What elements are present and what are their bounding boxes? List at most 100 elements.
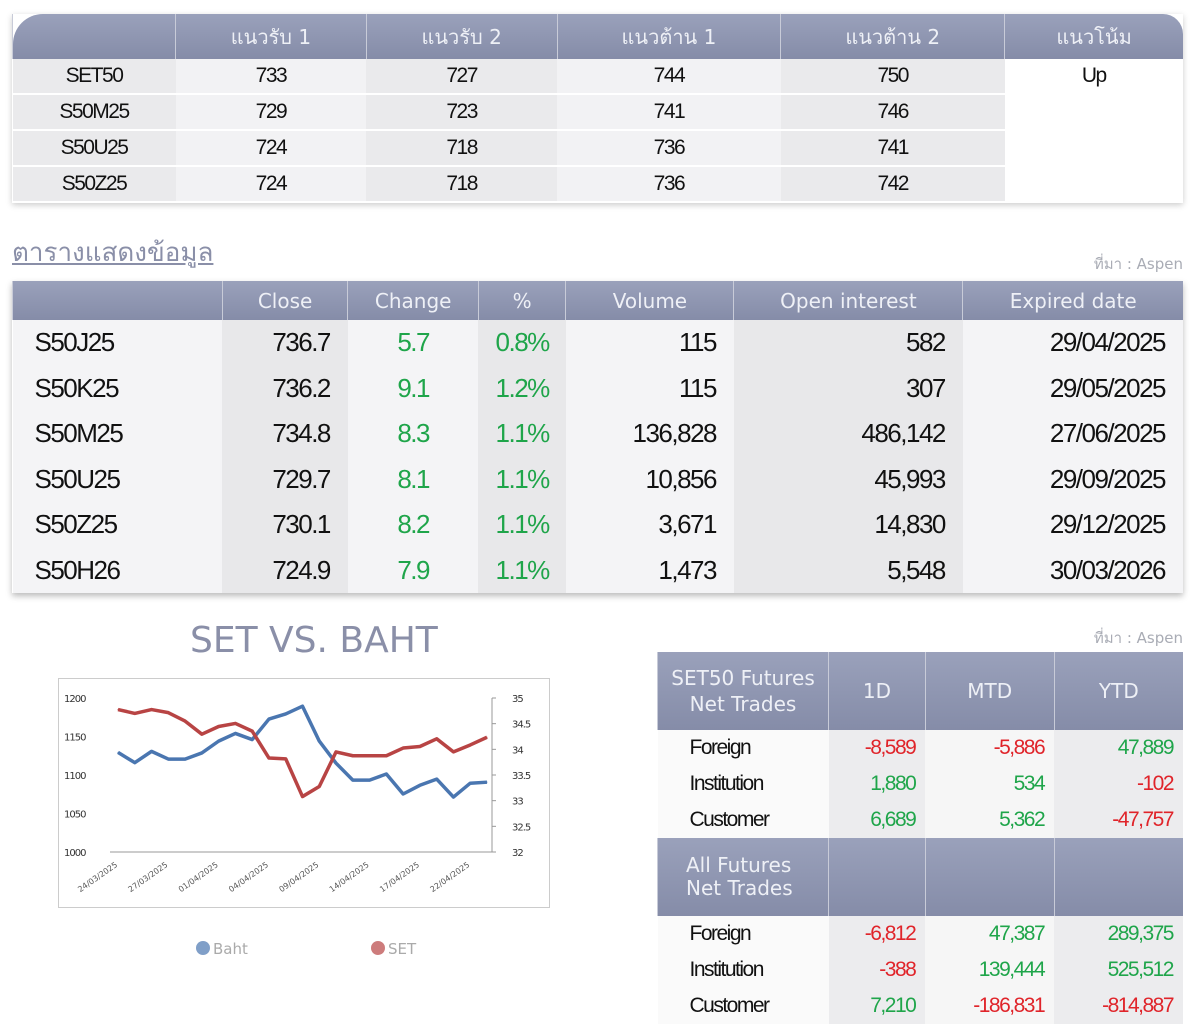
series-line-set [117, 707, 488, 799]
net-cell: -5,886 [925, 730, 1055, 766]
net-cell: 1,880 [828, 766, 926, 802]
table-row: S50K25 736.2 9.1 1.2% 115 307 29/05/2025 [12, 365, 1183, 411]
data-cell: 9.1 [347, 365, 479, 411]
data-cell: 10,856 [565, 456, 734, 502]
levels-cell: 729 [175, 94, 367, 131]
data-point-baht [285, 713, 287, 715]
data-point-baht [469, 782, 471, 784]
data-cell: 115 [565, 365, 734, 411]
levels-cell: 736 [557, 130, 781, 167]
data-cell: S50Z25 [12, 502, 223, 548]
table-row: S50U25 729.7 8.1 1.1% 10,856 45,993 29/09/2025 [12, 456, 1183, 502]
y-right-tick: 34 [512, 745, 523, 756]
legend-label: SET [388, 940, 417, 958]
data-point-baht [369, 779, 371, 781]
net-cell: Institution [657, 766, 829, 802]
net-cell: 47,889 [1054, 730, 1183, 766]
data-cell: 1.1% [478, 547, 566, 593]
levels-cell: 741 [557, 94, 781, 131]
data-point-set [369, 755, 371, 757]
data-point-set [335, 751, 337, 753]
data-cell: 736.2 [222, 365, 348, 411]
levels-cell: S50M25 [12, 94, 176, 131]
table-row: S50M25 729 723 741 746 [12, 94, 1184, 131]
data-point-baht [201, 752, 203, 754]
legend-marker [371, 941, 385, 955]
support-resistance-table: แนวรับ 1 แนวรับ 2 แนวต้าน 1 แนวต้าน 2 แนวโน้… [11, 14, 1184, 203]
levels-header: แนวโน้ม [1004, 14, 1183, 59]
data-cell: 29/12/2025 [962, 502, 1183, 548]
table-row: Institution 1,880 534 -102 [657, 766, 1183, 802]
table-row: S50J25 736.7 5.7 0.8% 115 582 29/04/2025 [12, 320, 1183, 366]
levels-cell: 742 [780, 166, 1005, 203]
net-cell: 6,689 [828, 802, 926, 838]
data-point-set [352, 755, 354, 757]
data-point-baht [167, 758, 169, 760]
x-tick-label: 27/03/2025 [127, 860, 170, 894]
data-cell: 0.8% [478, 320, 566, 366]
data-cell: 115 [565, 320, 734, 366]
data-cell: 136,828 [565, 411, 734, 457]
set-vs-baht-chart: 1200 1150 1100 1050 1000 35 34.5 34 33.5 33 32.5 32… [64, 694, 532, 958]
data-cell: 14,830 [733, 502, 963, 548]
levels-cell: 718 [366, 130, 558, 167]
data-point-set [436, 738, 438, 740]
y-right-tick: 35 [512, 694, 523, 705]
data-header: Volume [565, 281, 734, 320]
data-point-set [419, 746, 421, 748]
data-point-baht [151, 750, 153, 752]
data-cell: S50J25 [12, 320, 223, 366]
data-cell: 582 [733, 320, 963, 366]
levels-cell: 750 [780, 59, 1005, 95]
levels-header: แนวรับ 1 [175, 14, 367, 59]
series-line-baht [117, 704, 488, 799]
table-row: Foreign -8,589 -5,886 47,889 [657, 730, 1183, 766]
legend-marker [196, 941, 210, 955]
levels-cell: 736 [557, 166, 781, 203]
data-cell: 45,993 [733, 456, 963, 502]
data-point-baht [218, 740, 220, 742]
data-cell: 29/05/2025 [962, 365, 1183, 411]
net-cell: 534 [925, 766, 1055, 802]
data-header: Expired date [962, 281, 1183, 320]
net-cell: -186,831 [925, 988, 1055, 1024]
data-point-baht [335, 762, 337, 764]
data-point-set [167, 712, 169, 714]
y-right-tick: 32.5 [512, 822, 531, 833]
data-point-set [201, 733, 203, 735]
data-point-set [486, 736, 488, 738]
data-cell: 30/03/2026 [962, 547, 1183, 593]
levels-header [11, 14, 176, 59]
levels-cell: 723 [366, 94, 558, 131]
y-left-tick: 1100 [64, 771, 86, 782]
data-cell: 3,671 [565, 502, 734, 548]
data-point-baht [385, 773, 387, 775]
data-cell: S50H26 [12, 547, 223, 593]
x-tick-label: 04/04/2025 [227, 860, 270, 894]
data-header: Change [347, 281, 479, 320]
net-cell: -47,757 [1054, 802, 1183, 838]
data-point-set [184, 720, 186, 722]
data-point-baht [352, 779, 354, 781]
data-cell: 8.1 [347, 456, 479, 502]
x-tick-label: 24/03/2025 [76, 860, 119, 894]
data-point-set [385, 755, 387, 757]
data-header: % [477, 281, 566, 320]
levels-cell: 744 [557, 59, 781, 95]
levels-cell: 724 [175, 130, 367, 167]
net-cell: -8,589 [828, 730, 926, 766]
net-cell: 289,375 [1054, 916, 1183, 952]
table-row: S50M25 734.8 8.3 1.1% 136,828 486,142 27/06/20… [12, 411, 1183, 457]
levels-cell: 741 [780, 130, 1005, 167]
x-tick-label: 01/04/2025 [177, 860, 220, 894]
data-cell: 8.3 [347, 411, 479, 457]
table-row: S50Z25 724 718 736 742 [12, 166, 1184, 203]
net-header: YTD [1053, 652, 1183, 730]
data-point-set [318, 786, 320, 788]
table-row: S50Z25 730.1 8.2 1.1% 3,671 14,830 29/12/2025 [12, 502, 1183, 548]
data-cell: 8.2 [347, 502, 479, 548]
levels-cell: 724 [175, 166, 367, 203]
chart-title: SET VS. BAHT [190, 620, 438, 661]
table-row: Customer 7,210 -186,831 -814,887 [657, 988, 1183, 1024]
data-point-baht [117, 751, 119, 753]
